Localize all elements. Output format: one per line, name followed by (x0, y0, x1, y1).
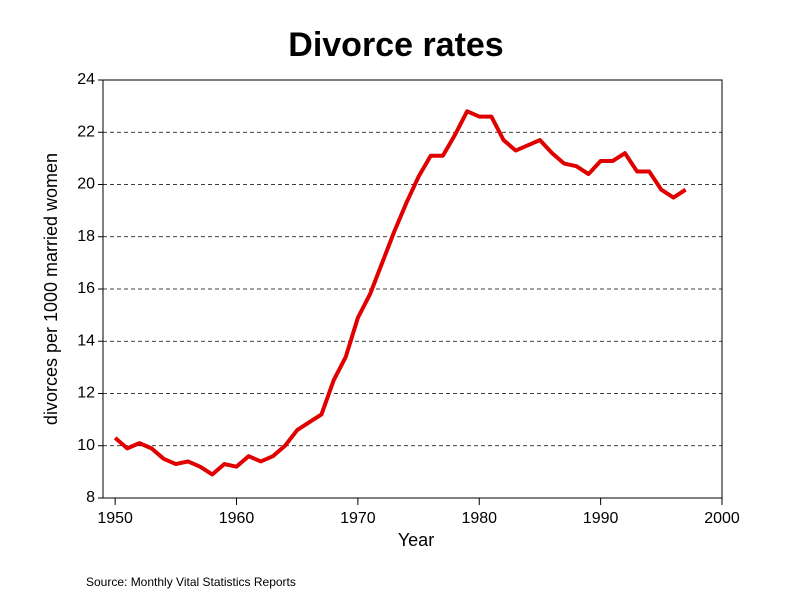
x-axis-label: Year (398, 530, 434, 550)
y-tick-label: 24 (77, 71, 95, 88)
y-tick-label: 16 (77, 280, 95, 297)
x-tick-label: 1990 (583, 510, 619, 527)
y-tick-label: 18 (77, 228, 95, 245)
x-tick-label: 1980 (461, 510, 497, 527)
x-tick-label: 1970 (340, 510, 376, 527)
plot-frame (102, 79, 723, 499)
y-tick-label: 20 (77, 176, 95, 193)
x-tick-label: 2000 (704, 510, 740, 527)
x-tick-label: 1950 (97, 510, 133, 527)
y-tick-label: 12 (77, 385, 95, 402)
source-note: Source: Monthly Vital Statistics Reports (86, 575, 296, 589)
y-axis-label: divorces per 1000 married women (41, 153, 61, 425)
x-tick-label: 1960 (219, 510, 255, 527)
y-tick-label: 14 (77, 332, 95, 349)
y-tick-label: 10 (77, 437, 95, 454)
data-line (113, 109, 687, 477)
y-tick-label: 8 (86, 489, 95, 506)
chart-title: Divorce rates (288, 26, 503, 64)
y-tick-label: 22 (77, 123, 95, 140)
